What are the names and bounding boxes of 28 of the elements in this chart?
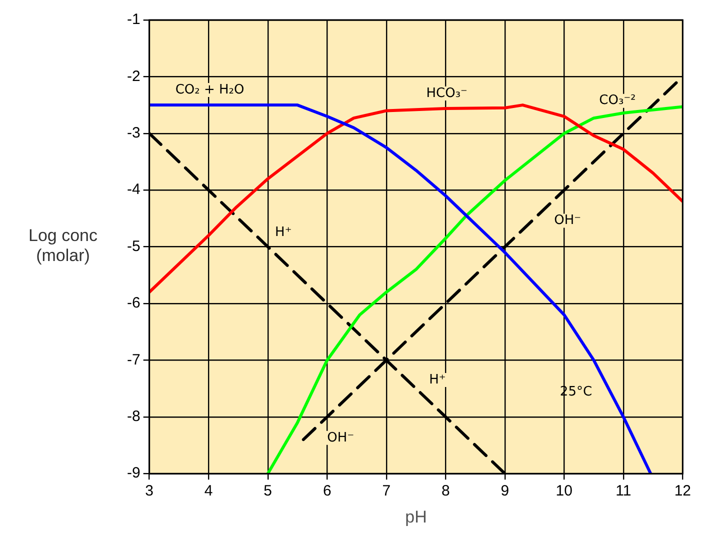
x-tick-label: 9 <box>500 482 510 500</box>
y-tick-label: -9 <box>126 464 140 482</box>
x-tick-label: 11 <box>616 482 632 500</box>
x-tick-label: 12 <box>674 482 691 500</box>
annotation: HCO₃⁻ <box>426 86 468 101</box>
y-tick-label: -4 <box>126 181 140 198</box>
x-axis-title: pH <box>405 507 427 526</box>
x-tick-label: 6 <box>322 482 332 500</box>
x-tick-label: 8 <box>441 482 450 500</box>
y-tick-label: -7 <box>126 351 140 368</box>
annotation: OH⁻ <box>327 430 354 446</box>
x-tick-label: 5 <box>264 482 272 500</box>
y-tick-label: -6 <box>126 294 140 312</box>
x-tick-label: 10 <box>556 482 572 500</box>
annotation: CO₂ + H₂O <box>175 82 244 98</box>
y-axis-title: Log conc (molar) <box>28 226 98 266</box>
y-tick-label: -1 <box>126 11 140 28</box>
x-tick-label: 4 <box>204 482 213 500</box>
annotation: H⁺ <box>429 372 446 388</box>
annotation: H⁺ <box>275 225 292 240</box>
annotation: CO₃⁻² <box>599 93 636 108</box>
annotation: OH⁻ <box>554 213 582 228</box>
x-tick-label: 3 <box>145 482 154 500</box>
y-tick-label: -8 <box>126 408 140 426</box>
y-tick-label: -3 <box>126 124 140 142</box>
y-tick-label: -2 <box>126 68 140 85</box>
y-tick-label: -5 <box>126 238 140 255</box>
x-tick-label: 7 <box>382 482 391 500</box>
